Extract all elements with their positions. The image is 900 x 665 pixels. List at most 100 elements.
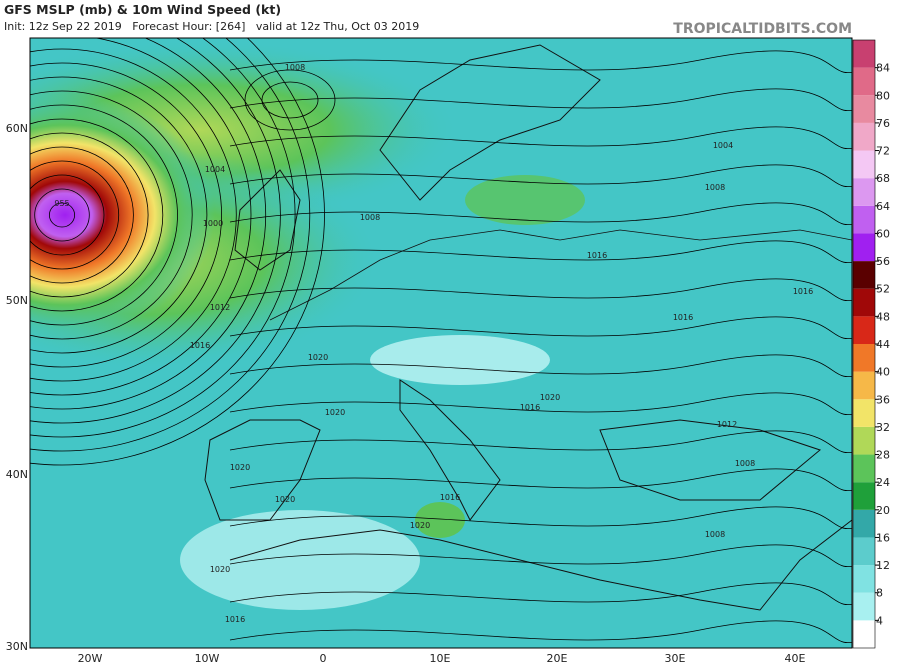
- isobar-label: 1016: [190, 341, 210, 350]
- isobar-label: 1020: [325, 408, 345, 417]
- colorbar-swatch: [853, 565, 875, 593]
- isobar: [261, 81, 319, 119]
- isobar: [229, 164, 852, 188]
- colorbar-label: 48: [876, 310, 890, 323]
- isobar: [30, 90, 193, 340]
- colorbar-swatch: [853, 261, 875, 289]
- isobar: [229, 506, 852, 530]
- colorbar-label: 16: [876, 531, 890, 544]
- map-area: 1008100495510001004100810081012101610161…: [30, 38, 852, 648]
- lat-label: 30N: [6, 640, 28, 653]
- lon-label: 20E: [547, 652, 568, 665]
- map-title: GFS MSLP (mb) & 10m Wind Speed (kt): [4, 2, 281, 17]
- isobar-label: 1004: [713, 141, 733, 150]
- isobar: [229, 278, 852, 302]
- isobar-label: 1012: [210, 303, 230, 312]
- map-subtitle: Init: 12z Sep 22 2019 Forecast Hour: [26…: [4, 20, 419, 33]
- colorbar-swatch: [853, 344, 875, 372]
- colorbar-swatch: [853, 592, 875, 621]
- isobar-label: 1020: [275, 495, 295, 504]
- isobar-label: 1016: [440, 493, 460, 502]
- isobar-label: 1016: [673, 313, 693, 322]
- isobar-label: 1008: [705, 530, 725, 539]
- isobar: [229, 240, 852, 264]
- map-frame: [29, 37, 853, 649]
- isobar-label: 1008: [705, 183, 725, 192]
- isobar-label: 1020: [410, 521, 430, 530]
- isobar-label: 1012: [717, 420, 737, 429]
- storm-core: [30, 95, 215, 335]
- coastline: [229, 519, 852, 611]
- isobar-label: 1020: [540, 393, 560, 402]
- colorbar-swatch: [853, 40, 875, 68]
- colorbar-swatch: [853, 399, 875, 427]
- colorbar-label: 64: [876, 200, 890, 213]
- colorbar-label: 32: [876, 421, 890, 434]
- lon-label: 0: [320, 652, 327, 665]
- lat-label: 40N: [6, 468, 28, 481]
- isobar-label: 1016: [793, 287, 813, 296]
- calm-area: [370, 335, 550, 385]
- isobar: [30, 160, 120, 270]
- isobar: [229, 316, 852, 340]
- lon-label: 10W: [195, 652, 220, 665]
- colorbar-swatch: [853, 178, 875, 206]
- colorbar-label: 56: [876, 255, 890, 268]
- isobar: [229, 354, 852, 378]
- colorbar-swatch: [853, 150, 875, 179]
- isobar: [30, 62, 222, 368]
- colorbar-label: 44: [876, 338, 890, 351]
- source-watermark: TROPICALTIDBITS.COM: [673, 21, 852, 37]
- colorbar-label: 36: [876, 393, 890, 406]
- colorbar-label: 40: [876, 366, 890, 379]
- isobar: [34, 188, 90, 242]
- isobar-label: 1020: [308, 353, 328, 362]
- colorbar-swatch: [853, 454, 875, 483]
- colorbar-label: 80: [876, 89, 890, 102]
- isobar-label: 1008: [285, 63, 305, 72]
- wind-band: [415, 502, 465, 538]
- coastline: [599, 419, 822, 501]
- map-axes: 60N 50N 40N 30N 20W 10W 0 10E 20E 30E 40E: [6, 122, 806, 665]
- isobar: [229, 126, 852, 150]
- isobar: [229, 392, 852, 416]
- lon-label: 20W: [78, 652, 103, 665]
- calm-area: [180, 510, 420, 610]
- colorbar-label: 28: [876, 449, 890, 462]
- isobar: [30, 38, 267, 410]
- colorbar-swatch: [853, 288, 875, 317]
- isobar: [229, 430, 852, 454]
- colorbar-swatch: [853, 122, 875, 151]
- isobar: [30, 104, 178, 326]
- isobar-label: 1016: [520, 403, 540, 412]
- colorbar-swatch: [853, 620, 875, 648]
- colorbar-swatch: [853, 482, 875, 510]
- coastline: [379, 44, 601, 201]
- isobar-label: 1020: [210, 565, 230, 574]
- wind-band: [465, 175, 585, 225]
- isobar: [244, 69, 336, 131]
- colorbar-label: 24: [876, 476, 890, 489]
- isobar-label: 1016: [587, 251, 607, 260]
- colorbar-swatch: [853, 426, 875, 455]
- lon-label: 10E: [430, 652, 451, 665]
- isobar-label: 1008: [360, 213, 380, 222]
- isobar-label: 955: [54, 199, 69, 208]
- isobar: [30, 146, 134, 284]
- colorbar-swatch: [853, 67, 875, 96]
- isobars: [30, 38, 852, 644]
- coastline: [269, 229, 852, 321]
- colorbar-label: 68: [876, 172, 890, 185]
- lat-label: 50N: [6, 294, 28, 307]
- isobar: [30, 38, 311, 452]
- colorbar-swatch: [853, 205, 875, 234]
- colorbar-swatch: [853, 509, 875, 538]
- coastline: [399, 379, 501, 521]
- isobar: [30, 118, 164, 312]
- colorbar-swatch: [853, 316, 875, 344]
- isobar: [229, 50, 852, 74]
- colorbar-label: 20: [876, 504, 890, 517]
- lat-label: 60N: [6, 122, 28, 135]
